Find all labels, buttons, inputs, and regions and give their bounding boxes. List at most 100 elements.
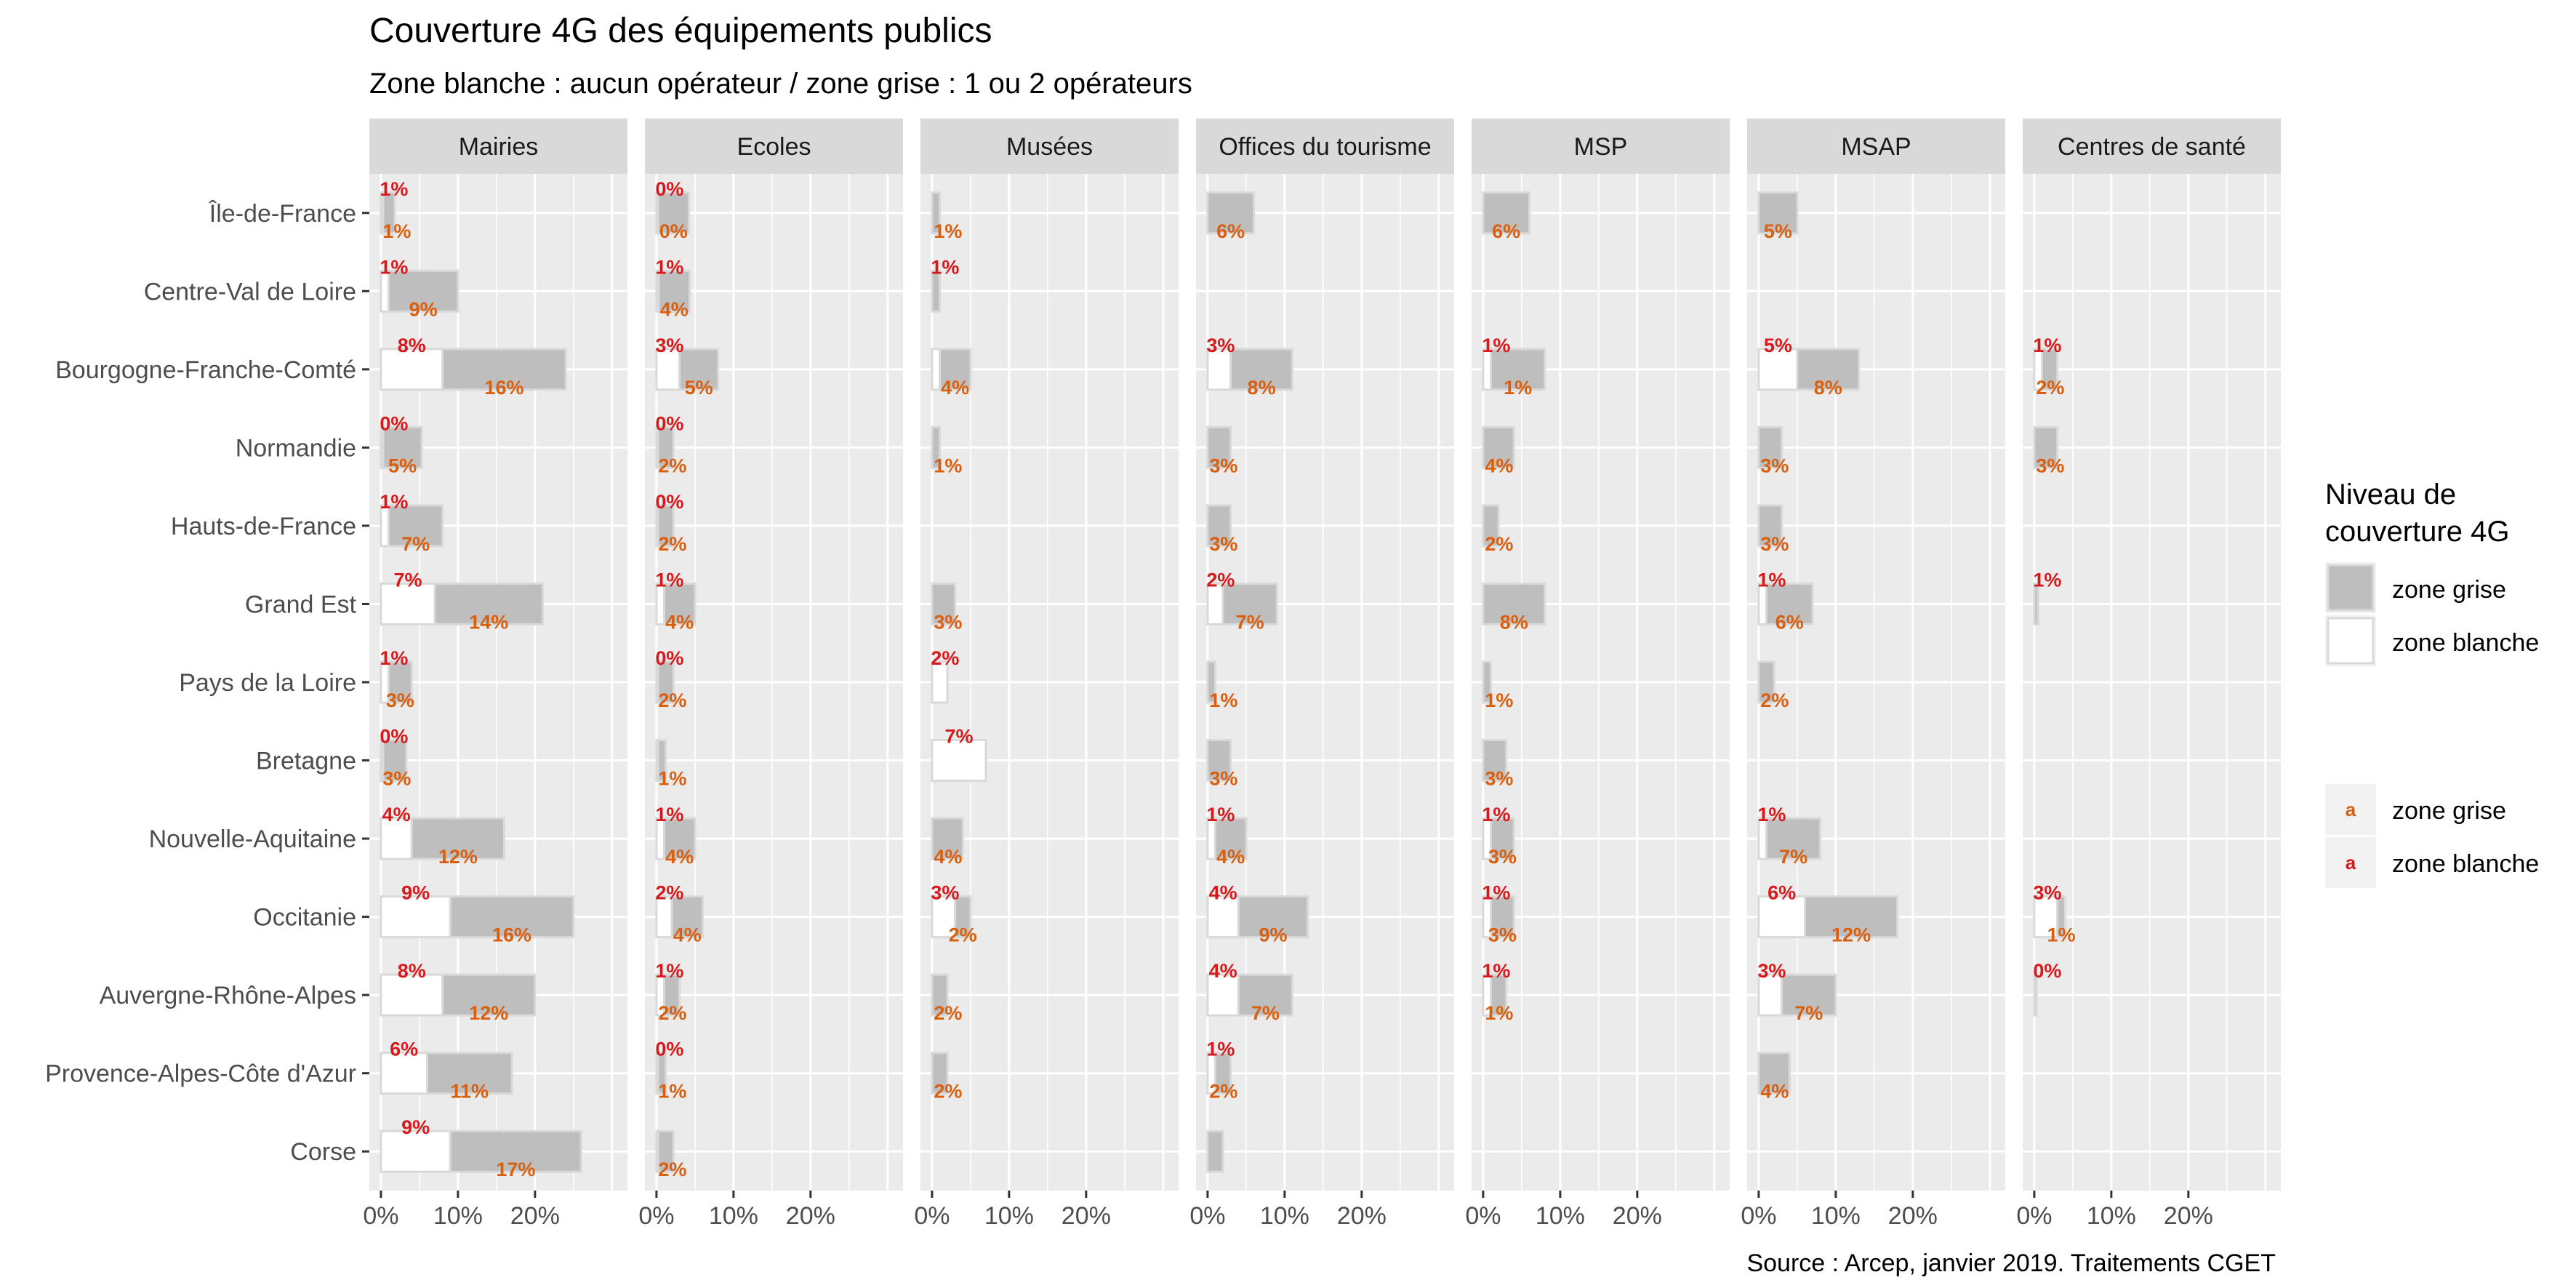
bar-zone-grise-ecoles-occitanie	[670, 895, 704, 939]
bar-zone-grise-mairies-pays-de-la-loire	[387, 660, 413, 704]
label-zone-grise: 7%	[1779, 846, 1807, 868]
label-zone-grise: 2%	[658, 689, 686, 711]
label-zone-grise: 5%	[685, 377, 713, 399]
label-zone-blanche: 1%	[1482, 960, 1510, 982]
bar-zone-grise-ecoles-provence-alpes-cote-d-azur	[657, 1052, 667, 1095]
facet-panels: Mairies1%1%1%9%8%16%0%5%1%7%7%14%1%3%0%3…	[363, 119, 2281, 1230]
panel-mairies: Mairies1%1%1%9%8%16%0%5%1%7%7%14%1%3%0%3…	[363, 119, 627, 1230]
x-tick-label: 10%	[1811, 1202, 1861, 1230]
y-tick-label: Normandie	[236, 434, 356, 462]
label-zone-blanche: 1%	[1482, 335, 1510, 356]
label-zone-blanche: 1%	[1757, 569, 1786, 591]
bar-zone-grise-offices-du-tourisme-grand-est	[1221, 582, 1278, 625]
bar-zone-grise-mairies-ile-de-france	[382, 191, 396, 235]
facet-strip-musees	[920, 119, 1179, 174]
label-zone-grise: 2%	[1485, 533, 1513, 555]
bar-zone-grise-centres-de-sante-grand-est	[2033, 582, 2039, 625]
label-zone-blanche: 1%	[380, 256, 408, 278]
label-zone-grise: 3%	[934, 611, 962, 633]
facet-strip-msp	[1472, 119, 1730, 174]
bar-zone-grise-offices-du-tourisme-hauts-de-france	[1206, 504, 1232, 548]
label-zone-grise: 14%	[469, 611, 508, 633]
label-zone-grise: 4%	[665, 846, 694, 868]
bar-zone-grise-mairies-hauts-de-france	[387, 504, 444, 548]
facet-strip-ecoles	[645, 119, 903, 174]
bar-zone-grise-mairies-grand-est	[433, 582, 544, 625]
bar-zone-grise-msap-pays-de-la-loire	[1757, 660, 1775, 704]
label-zone-grise: 6%	[1216, 220, 1245, 242]
x-tick-label: 0%	[363, 1202, 398, 1230]
bar-zone-grise-msp-pays-de-la-loire	[1482, 660, 1492, 704]
label-zone-blanche: 1%	[1757, 804, 1786, 825]
bar-zone-blanche-msap-bourgogne-franche-comte	[1757, 348, 1799, 391]
label-zone-grise: 2%	[949, 924, 977, 946]
label-zone-blanche: 3%	[2033, 882, 2061, 904]
bar-zone-blanche-mairies-nouvelle-aquitaine	[380, 817, 413, 860]
bar-zone-grise-ecoles-bretagne	[657, 739, 667, 783]
bar-zone-grise-centres-de-sante-auvergne-rhone-alpes	[2033, 973, 2038, 1017]
label-zone-blanche: 1%	[1206, 804, 1235, 825]
bar-zone-grise-msp-grand-est	[1482, 582, 1546, 625]
bar-zone-grise-musees-grand-est	[931, 582, 957, 625]
panel-msap: MSAP 5% 5% 8% 3% 3% 1% 6% 2% 1% 7% 6% 12% 3% 7% 4% 0% 10%…	[1741, 119, 2005, 1230]
bar-zone-grise-offices-du-tourisme-normandie	[1206, 425, 1232, 469]
panel-musees: Musées 1% 1% 4% 1% 3% 2% 7% 4% 3% 2% 2% 2% 0% 10% 20%	[914, 119, 1179, 1230]
label-zone-grise: 11%	[450, 1081, 489, 1103]
x-tick-label: 20%	[1613, 1202, 1662, 1230]
bar-zone-blanche-mairies-provence-alpes-cote-d-azur	[380, 1052, 428, 1095]
bar-zone-grise-offices-du-tourisme-pays-de-la-loire	[1206, 660, 1216, 704]
label-zone-blanche: 6%	[390, 1039, 418, 1060]
label-zone-grise: 1%	[382, 220, 411, 242]
bar-zone-grise-centres-de-sante-occitanie	[2056, 895, 2066, 939]
x-tick-label: 20%	[2164, 1202, 2213, 1230]
label-zone-grise: 16%	[492, 924, 531, 946]
x-tick-label: 0%	[638, 1202, 674, 1230]
label-zone-blanche: 1%	[380, 178, 408, 200]
bar-zone-blanche-mairies-grand-est	[380, 582, 436, 625]
label-zone-blanche: 0%	[655, 647, 683, 669]
x-tick-label: 10%	[709, 1202, 758, 1230]
label-zone-grise: 1%	[1504, 377, 1532, 399]
label-zone-blanche: 7%	[944, 726, 973, 748]
bar-zone-grise-ecoles-corse	[657, 1129, 675, 1173]
label-zone-grise: 9%	[1259, 924, 1287, 946]
y-tick-label: Centre-Val de Loire	[144, 278, 356, 305]
label-zone-grise: 3%	[382, 768, 411, 790]
label-zone-grise: 3%	[1485, 768, 1513, 790]
label-zone-grise: 3%	[1209, 768, 1237, 790]
label-zone-grise: 1%	[1209, 689, 1237, 711]
chart-caption: Source : Arcep, janvier 2019. Traitement…	[1746, 1249, 2276, 1277]
label-zone-blanche: 1%	[655, 569, 683, 591]
label-zone-blanche: 1%	[2033, 335, 2061, 356]
label-zone-blanche: 0%	[380, 412, 408, 434]
panel-centres-de-sante: Centres de santé 1% 2% 3% 1% 3% 1% 0% 0% 10% 20%	[2016, 119, 2281, 1230]
bar-zone-grise-msap-hauts-de-france	[1757, 504, 1783, 548]
bar-zone-grise-ecoles-centre-val-de-loire	[657, 269, 691, 313]
bar-zone-grise-msap-ile-de-france	[1757, 191, 1799, 235]
panel-offices-du-tourisme: Offices du tourisme6%3%8%3%3%2%7%1%3%1%4…	[1189, 119, 1454, 1230]
label-zone-grise: 6%	[1775, 611, 1804, 633]
y-tick-label: Grand Est	[245, 591, 357, 618]
label-zone-blanche: 0%	[2033, 960, 2061, 982]
bar-zone-grise-offices-du-tourisme-bretagne	[1206, 739, 1232, 783]
label-zone-blanche: 2%	[931, 647, 959, 669]
label-zone-blanche: 0%	[655, 178, 683, 200]
bar-zone-grise-offices-du-tourisme-nouvelle-aquitaine	[1213, 817, 1248, 860]
y-tick-label: Corse	[290, 1138, 356, 1166]
legend-text-key-bg-grise	[2325, 784, 2376, 835]
label-zone-grise: 1%	[2047, 924, 2075, 946]
label-zone-grise: 7%	[401, 533, 430, 555]
y-tick-label: Hauts-de-France	[171, 513, 356, 540]
x-tick-label: 10%	[433, 1202, 483, 1230]
label-zone-grise: 2%	[934, 1002, 962, 1024]
legend-text-key-blanche: a	[2346, 852, 2356, 873]
bar-zone-grise-centres-de-sante-normandie	[2033, 425, 2059, 469]
legend: Niveau de couverture 4G zone grise zone …	[2325, 479, 2539, 888]
bar-zone-grise-offices-du-tourisme-ile-de-france	[1206, 191, 1255, 235]
bar-zone-grise-offices-du-tourisme-provence-alpes-cote-d-azur	[1213, 1052, 1232, 1095]
label-zone-blanche: 3%	[655, 335, 683, 356]
label-zone-grise: 1%	[658, 1081, 686, 1103]
bar-zone-grise-offices-du-tourisme-corse	[1206, 1129, 1224, 1173]
bar-zone-grise-musees-provence-alpes-cote-d-azur	[931, 1052, 949, 1095]
legend-text-label-grise: zone grise	[2392, 797, 2506, 825]
